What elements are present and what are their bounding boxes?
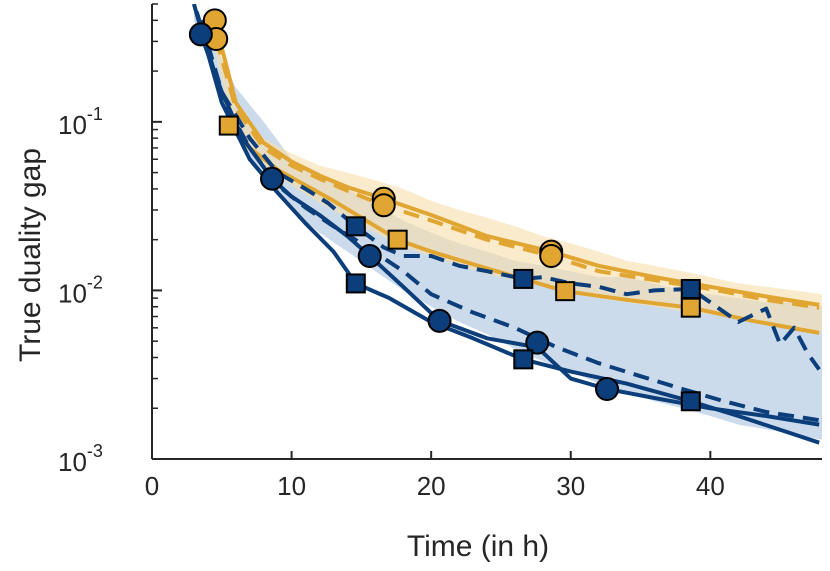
confidence-bands xyxy=(193,4,822,440)
gold-dashed-circle-marker xyxy=(371,193,396,218)
blue-solid-square-marker xyxy=(513,349,534,370)
y-axis-title: True duality gap xyxy=(14,148,47,362)
blue-solid-circle-marker xyxy=(188,22,213,47)
blue-solid-circle-marker xyxy=(525,330,550,355)
x-axis-title: Time (in h) xyxy=(407,530,549,563)
blue-solid-square-marker xyxy=(680,391,701,412)
blue-dashed-square-marker xyxy=(680,278,701,299)
blue-solid-circle-marker xyxy=(427,308,452,333)
x-tick-label: 30 xyxy=(556,471,585,501)
blue-solid-circle-marker xyxy=(357,244,382,269)
gold-solid-square-marker xyxy=(218,115,239,136)
blue-solid-circle-marker xyxy=(595,377,620,402)
blue-band xyxy=(193,4,822,440)
gold-band xyxy=(207,4,822,332)
blue-dashed-square-marker xyxy=(513,268,534,289)
blue-dashed-square-marker xyxy=(345,216,366,237)
y-tick-label: 10-3 xyxy=(58,441,103,477)
x-ticks: 0 10 20 30 40 xyxy=(145,451,725,501)
x-tick-label: 10 xyxy=(277,471,306,501)
gold-dashed-circle-line xyxy=(214,38,820,310)
blue-solid-square-marker xyxy=(345,273,366,294)
gold-dashed-circle-marker xyxy=(539,244,564,269)
gold-solid-square-marker xyxy=(680,297,701,318)
gold-solid-square-marker xyxy=(555,281,576,302)
x-tick-label: 40 xyxy=(696,471,725,501)
y-tick-label: 10-1 xyxy=(58,104,103,140)
gold-solid-square-line xyxy=(227,124,820,335)
y-tick-label: 10-2 xyxy=(58,272,103,308)
x-tick-label: 0 xyxy=(145,471,159,501)
series-markers xyxy=(188,8,701,412)
y-ticks: 10-1 10-2 10-3 xyxy=(58,104,162,477)
x-tick-label: 20 xyxy=(417,471,446,501)
y-minor-ticks xyxy=(152,3,158,410)
gold-solid-square-marker xyxy=(387,229,408,250)
blue-solid-circle-marker xyxy=(260,166,285,191)
